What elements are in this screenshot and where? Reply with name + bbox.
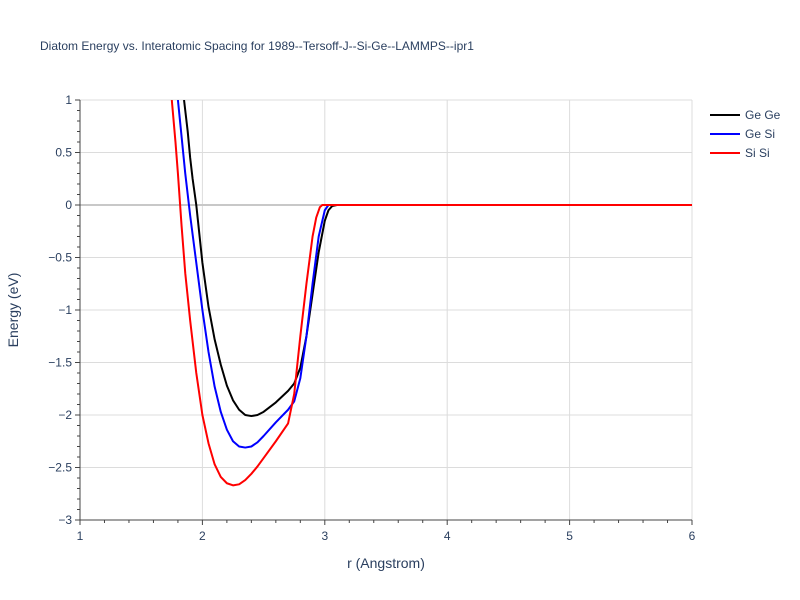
x-tick-label: 3 (321, 529, 328, 543)
legend-label: Ge Si (745, 127, 775, 141)
chart-title: Diatom Energy vs. Interatomic Spacing fo… (40, 39, 474, 53)
series-line-ge-ge (183, 100, 692, 418)
series-layer (170, 100, 692, 487)
x-tick-label: 1 (77, 529, 84, 543)
legend-label: Si Si (745, 146, 770, 160)
y-tick-label: 0.5 (55, 146, 72, 160)
x-tick-label: 6 (689, 529, 696, 543)
y-tick-label: −2 (58, 408, 72, 422)
legend-item-si-si[interactable]: Si Si (710, 146, 770, 160)
y-axis-title: Energy (eV) (5, 273, 21, 348)
x-tick-label: 2 (199, 529, 206, 543)
y-tick-label: −0.5 (48, 251, 72, 265)
y-tick-label: −3 (58, 513, 72, 527)
x-axis-title: r (Angstrom) (347, 555, 425, 571)
legend-item-ge-si[interactable]: Ge Si (710, 127, 775, 141)
series-line-si-si (170, 100, 692, 487)
legend-item-ge-ge[interactable]: Ge Ge (710, 108, 781, 122)
grid-layer (80, 99, 693, 521)
x-tick-label: 4 (444, 529, 451, 543)
legend-label: Ge Ge (745, 108, 781, 122)
y-tick-label: −2.5 (48, 461, 72, 475)
y-tick-label: 1 (65, 93, 72, 107)
x-tick-label: 5 (566, 529, 573, 543)
axis-layer: 1 0.5 0 −0.5 −1 −1.5 −2 −2.5 −3 1 2 3 4 5 6 (48, 93, 695, 543)
legend[interactable]: Ge Ge Ge Si Si Si (710, 108, 781, 160)
y-tick-label: 0 (65, 198, 72, 212)
y-tick-label: −1.5 (48, 356, 72, 370)
y-tick-label: −1 (58, 303, 72, 317)
